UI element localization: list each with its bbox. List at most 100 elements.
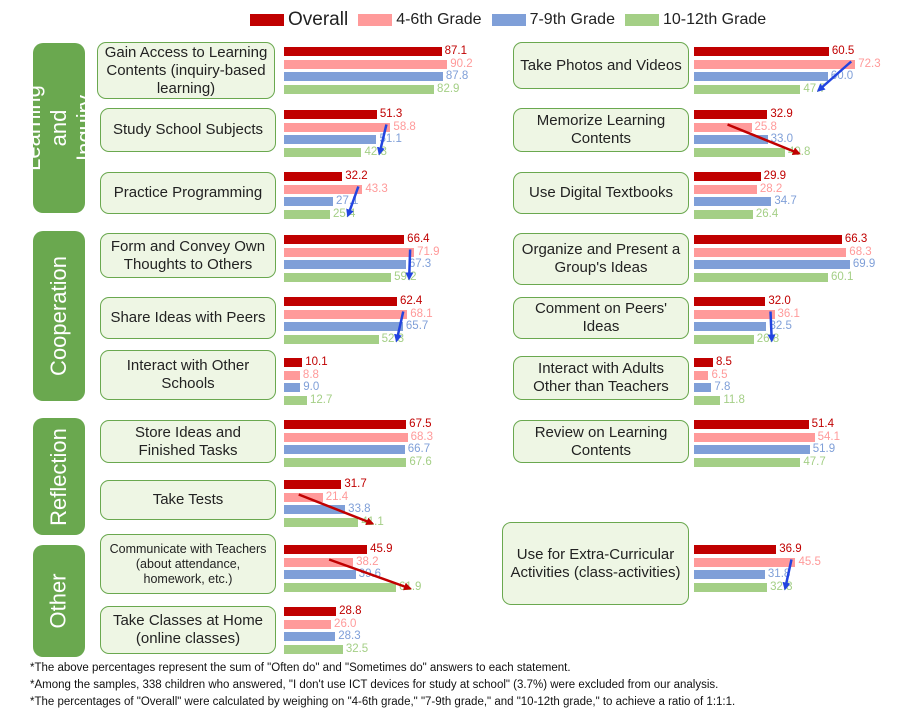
bar-value-grade-4-6: 45.5 xyxy=(798,555,821,568)
bar-value-grade-7-9: 39.6 xyxy=(358,568,382,580)
bar-grade-7-9 xyxy=(694,260,850,269)
bar-overall xyxy=(284,545,368,554)
footnote-1: *The above percentages represent the sum… xyxy=(30,662,571,674)
bar-grade-10-12 xyxy=(694,147,785,157)
bar-grade-7-9 xyxy=(694,445,810,454)
bar-value-overall: 31.7 xyxy=(344,478,367,490)
bar-value-grade-10-12: 41.1 xyxy=(361,515,384,528)
bar-overall xyxy=(284,110,377,119)
bar-value-overall: 10.1 xyxy=(305,356,328,368)
item-label-box: Take Tests xyxy=(100,480,276,520)
item-label-box: Use Digital Textbooks xyxy=(513,172,689,214)
bar-value-grade-4-6: 58.8 xyxy=(393,120,416,133)
section-tab-learning-inquiry: Learning and Inquiry xyxy=(33,43,85,213)
bar-value-grade-4-6: 38.2 xyxy=(356,555,379,568)
bar-grade-7-9 xyxy=(284,135,377,144)
bar-grade-10-12 xyxy=(694,334,754,344)
bar-value-grade-10-12: 32.5 xyxy=(345,642,369,655)
bar-grade-4-6 xyxy=(284,184,363,194)
bar-value-grade-4-6: 8.8 xyxy=(302,368,319,381)
bar-grade-10-12 xyxy=(284,84,435,94)
bar-value-grade-10-12: 32.8 xyxy=(770,580,793,593)
item-label-box: Interact with Adults Other than Teachers xyxy=(513,356,689,400)
item-label-box: Share Ideas with Peers xyxy=(100,297,276,339)
bar-overall xyxy=(284,480,342,489)
bar-grade-10-12 xyxy=(284,272,392,282)
bar-overall xyxy=(284,358,303,367)
bar-value-grade-10-12: 61.9 xyxy=(399,580,422,593)
bar-grade-4-6 xyxy=(694,309,775,319)
bar-grade-4-6 xyxy=(284,557,354,567)
bar-value-grade-4-6: 54.1 xyxy=(817,430,841,443)
bar-grade-10-12 xyxy=(284,457,407,467)
bar-value-grade-7-9: 69.9 xyxy=(852,258,876,270)
item-label-box: Practice Programming xyxy=(100,172,276,214)
legend-swatch-grade-10-12 xyxy=(624,14,659,26)
bar-grade-7-9 xyxy=(694,72,828,81)
bar-grade-10-12 xyxy=(694,84,801,94)
bar-grade-7-9 xyxy=(694,135,768,144)
section-label-reflection: Reflection xyxy=(46,427,71,526)
bar-value-grade-7-9: 31.8 xyxy=(767,568,791,580)
bar-value-grade-7-9: 32.5 xyxy=(769,320,792,332)
bar-value-overall: 32.0 xyxy=(768,295,791,307)
item-label-box: Communicate with Teachers (about attenda… xyxy=(100,534,276,594)
item-label-box: Comment on Peers' Ideas xyxy=(513,297,689,339)
bar-value-grade-10-12: 42.8 xyxy=(364,145,387,158)
bar-grade-10-12 xyxy=(694,582,768,592)
bar-value-grade-7-9: 34.7 xyxy=(774,195,797,207)
item-label-box: Study School Subjects xyxy=(100,108,276,152)
bar-value-grade-10-12: 25.4 xyxy=(332,207,356,220)
legend-swatch-grade-4-6 xyxy=(358,14,393,26)
bar-value-grade-4-6: 25.8 xyxy=(754,120,777,133)
bar-value-grade-10-12: 60.1 xyxy=(831,270,854,283)
bar-value-grade-10-12: 52.3 xyxy=(381,332,405,345)
item-label-box: Take Photos and Videos xyxy=(513,42,689,89)
bar-value-grade-7-9: 51.9 xyxy=(812,443,836,455)
bar-value-grade-7-9: 65.7 xyxy=(405,320,429,332)
bar-grade-4-6 xyxy=(694,432,815,442)
bar-grade-7-9 xyxy=(694,322,767,331)
bar-grade-10-12 xyxy=(284,209,330,219)
bar-value-grade-7-9: 33.8 xyxy=(348,503,371,515)
bar-grade-4-6 xyxy=(284,370,300,380)
legend-item-grade-4-6: 4-6th Grade xyxy=(358,11,482,29)
bar-value-grade-10-12: 47.7 xyxy=(803,82,826,95)
bar-value-overall: 45.9 xyxy=(370,543,393,555)
bar-value-grade-4-6: 90.2 xyxy=(450,57,473,70)
bar-value-grade-10-12: 67.6 xyxy=(409,455,432,468)
legend-swatch-grade-7-9 xyxy=(491,14,526,26)
bar-grade-4-6 xyxy=(284,619,332,629)
section-label-other: Other xyxy=(46,573,71,629)
bar-grade-4-6 xyxy=(284,432,408,442)
bar-value-overall: 66.4 xyxy=(407,233,430,245)
bar-overall xyxy=(284,420,407,429)
bar-value-overall: 36.9 xyxy=(779,543,802,555)
footnote-3: *The percentages of "Overall" were calcu… xyxy=(30,696,736,708)
bar-value-grade-10-12: 11.8 xyxy=(723,393,745,406)
bar-value-grade-7-9: 87.8 xyxy=(445,70,469,82)
bar-value-overall: 29.9 xyxy=(763,170,787,182)
bar-value-grade-10-12: 26.4 xyxy=(755,207,779,220)
bar-value-grade-7-9: 67.3 xyxy=(408,258,432,270)
bar-grade-10-12 xyxy=(694,457,801,467)
bar-grade-10-12 xyxy=(694,395,721,405)
bar-value-grade-10-12: 47.7 xyxy=(803,455,826,468)
bar-grade-7-9 xyxy=(284,570,356,579)
bar-overall xyxy=(694,358,713,367)
section-label-learning-inquiry: Learning and Inquiry xyxy=(33,85,85,171)
bar-grade-4-6 xyxy=(694,59,856,69)
bar-grade-10-12 xyxy=(694,209,753,219)
bar-value-grade-7-9: 60.0 xyxy=(830,70,854,82)
bar-value-grade-7-9: 7.8 xyxy=(714,381,731,393)
bar-value-grade-7-9: 28.3 xyxy=(338,630,361,642)
bar-grade-10-12 xyxy=(284,147,362,157)
bar-value-grade-4-6: 6.5 xyxy=(711,368,728,381)
bar-value-overall: 32.2 xyxy=(345,170,368,182)
bar-grade-7-9 xyxy=(284,632,336,641)
bar-value-grade-4-6: 28.2 xyxy=(759,182,783,195)
item-label-box: Organize and Present a Group's Ideas xyxy=(513,233,689,285)
bar-value-grade-4-6: 68.3 xyxy=(410,430,433,443)
bar-overall xyxy=(284,297,397,306)
item-label-box: Interact with Other Schools xyxy=(100,350,276,400)
